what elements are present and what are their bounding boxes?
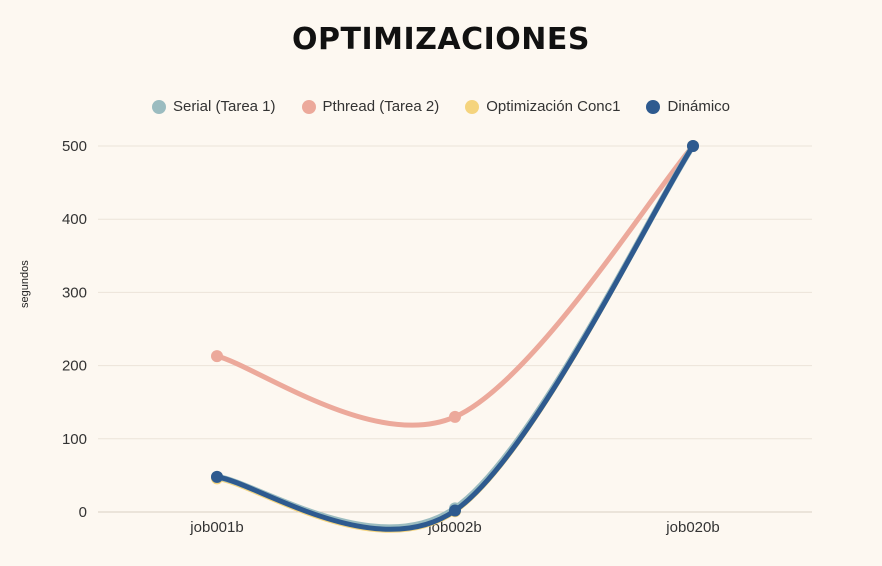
data-point	[211, 350, 223, 363]
x-tick-label: job020b	[665, 519, 719, 536]
y-tick-label: 500	[62, 138, 87, 155]
legend-label-serial: Serial (Tarea 1)	[172, 98, 276, 115]
legend-item-serial[interactable]: Serial (Tarea 1)	[151, 98, 276, 115]
data-point	[449, 410, 461, 423]
series-line	[214, 143, 696, 531]
series-line	[214, 143, 696, 533]
legend-marker-dinamico	[646, 99, 661, 114]
legend-item-dinamico[interactable]: Dinámico	[646, 98, 730, 115]
data-point	[687, 140, 699, 152]
data-point	[211, 470, 223, 483]
legend-label-conc1: Optimización Conc1	[486, 98, 621, 115]
y-axis-ticks: 0 100 200 300 400 500	[62, 138, 87, 521]
x-axis-ticks: job001b job002b job020b	[189, 519, 719, 536]
chart-title: OPTIMIZACIONES	[292, 22, 590, 57]
legend-label-pthread: Pthread (Tarea 2)	[322, 98, 440, 115]
series-1	[211, 140, 699, 428]
series-0	[211, 140, 699, 531]
x-tick-label: job001b	[189, 519, 243, 536]
y-tick-label: 0	[79, 504, 87, 521]
series-2	[211, 140, 699, 533]
x-tick-label: job002b	[427, 519, 481, 536]
y-tick-label: 300	[62, 284, 87, 301]
grid-lines	[98, 145, 812, 513]
legend-marker-pthread	[301, 99, 316, 114]
legend-item-pthread[interactable]: Pthread (Tarea 2)	[301, 98, 440, 115]
series-line	[214, 143, 696, 428]
data-point	[449, 504, 461, 517]
legend-marker-serial	[151, 99, 166, 114]
series-line	[214, 143, 696, 532]
legend-item-conc1[interactable]: Optimización Conc1	[465, 98, 620, 115]
y-tick-label: 100	[62, 431, 87, 448]
legend-label-dinamico: Dinámico	[667, 98, 731, 115]
series-3	[211, 140, 699, 532]
series-layer	[211, 140, 699, 533]
legend-marker-conc1	[465, 99, 480, 114]
y-tick-label: 400	[62, 211, 87, 228]
y-tick-label: 200	[62, 358, 87, 375]
legend: Serial (Tarea 1) Pthread (Tarea 2) Optim…	[0, 98, 882, 115]
